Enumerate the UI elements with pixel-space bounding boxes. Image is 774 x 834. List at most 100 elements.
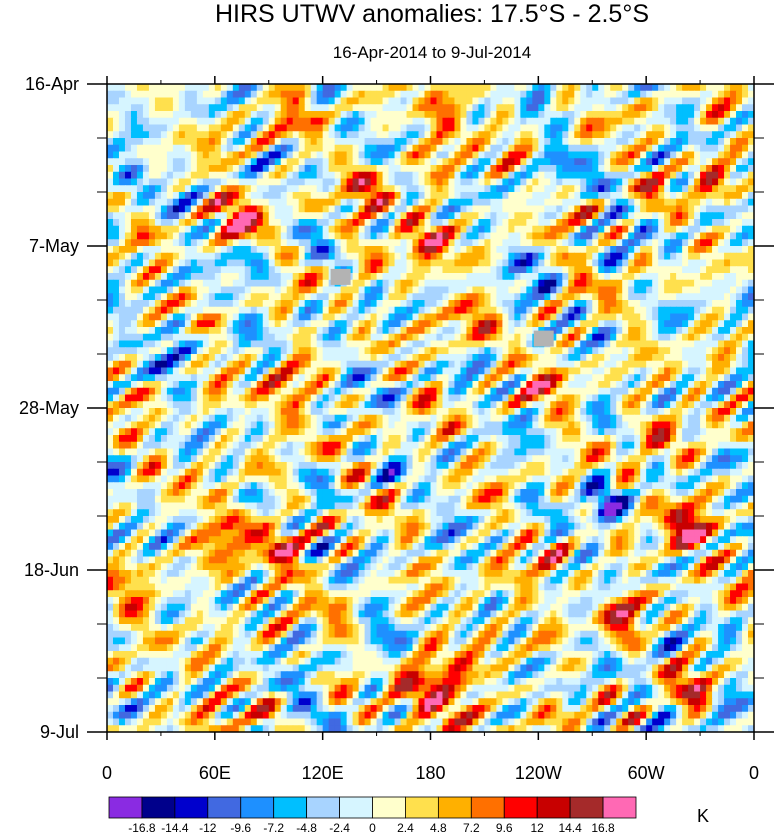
heatmap-cell (238, 104, 246, 112)
heatmap-cell (448, 313, 456, 321)
heatmap-cell (562, 97, 569, 105)
heatmap-cell (286, 347, 294, 355)
heatmap-cell (280, 104, 288, 112)
heatmap-cell (286, 367, 294, 375)
heatmap-cell (430, 205, 438, 213)
heatmap-cell (160, 306, 168, 315)
heatmap-cell (514, 185, 521, 193)
heatmap-cell (226, 374, 234, 382)
heatmap-cell (706, 124, 713, 132)
heatmap-cell (706, 219, 713, 227)
heatmap-cell (454, 327, 462, 335)
heatmap-cell (118, 293, 126, 301)
heatmap-cell (598, 381, 605, 389)
heatmap-cell (622, 84, 629, 92)
heatmap-cell (280, 313, 288, 321)
heatmap-cell (412, 144, 420, 153)
heatmap-cell (256, 347, 264, 355)
heatmap-cell (538, 97, 545, 105)
heatmap-cell (424, 286, 432, 294)
heatmap-cell (142, 259, 150, 267)
heatmap-cell (340, 313, 348, 321)
heatmap-cell (178, 131, 186, 139)
heatmap-cell (706, 320, 713, 328)
heatmap-cell (628, 327, 635, 335)
heatmap-cell (436, 84, 444, 92)
heatmap-cell (154, 313, 162, 321)
heatmap-cell (370, 320, 378, 328)
heatmap-cell (442, 144, 450, 153)
heatmap-cell (598, 111, 605, 119)
heatmap-cell (190, 232, 198, 240)
heatmap-cell (358, 117, 366, 126)
heatmap-cell (442, 387, 450, 396)
heatmap-cell (184, 246, 192, 254)
heatmap-cell (322, 286, 330, 294)
heatmap-cell (568, 151, 575, 159)
heatmap-cell (736, 158, 743, 166)
heatmap-cell (220, 171, 228, 180)
heatmap-cell (202, 367, 210, 375)
heatmap-cell (400, 279, 408, 288)
heatmap-cell (550, 131, 557, 139)
heatmap-cell (316, 300, 324, 308)
heatmap-cell (622, 293, 629, 301)
heatmap-cell (430, 117, 438, 126)
heatmap-cell (688, 259, 695, 267)
heatmap-cell (364, 340, 372, 348)
heatmap-cell (556, 205, 563, 213)
heatmap-cell (736, 165, 743, 173)
heatmap-cell (334, 347, 342, 355)
heatmap-cell (448, 347, 456, 355)
heatmap-cell (712, 104, 719, 112)
heatmap-cell (418, 252, 426, 261)
heatmap-cell (130, 178, 138, 186)
heatmap-cell (148, 327, 156, 335)
heatmap-cell (388, 185, 396, 193)
heatmap-cell (436, 239, 444, 247)
heatmap-cell (286, 266, 294, 274)
heatmap-cell (418, 185, 426, 193)
heatmap-cell (292, 144, 300, 153)
heatmap-cell (412, 306, 420, 315)
heatmap-cell (490, 131, 497, 139)
heatmap-cell (412, 327, 420, 335)
heatmap-cell (736, 104, 743, 112)
heatmap-cell (706, 300, 713, 308)
heatmap-cell (190, 273, 198, 281)
heatmap-cell (352, 374, 360, 382)
heatmap-cell (232, 354, 240, 362)
heatmap-cell (346, 131, 354, 139)
heatmap-cell (628, 151, 635, 159)
heatmap-cell (418, 131, 426, 139)
heatmap-cell (454, 286, 462, 294)
heatmap-cell (496, 151, 503, 159)
heatmap-cell (628, 192, 635, 200)
heatmap-cell (634, 219, 641, 227)
heatmap-cell (514, 259, 521, 267)
heatmap-cell (376, 381, 384, 389)
heatmap-cell (544, 151, 551, 159)
heatmap-cell (736, 192, 743, 200)
heatmap-cell (352, 306, 360, 315)
heatmap-cell (250, 381, 258, 389)
heatmap-cell (712, 293, 719, 301)
heatmap-cell (280, 347, 288, 355)
heatmap-cell (214, 144, 222, 153)
heatmap-cell (334, 293, 342, 301)
heatmap-cell (268, 239, 276, 247)
heatmap-cell (166, 306, 174, 315)
heatmap-cell (586, 354, 593, 362)
heatmap-cell (424, 117, 432, 126)
heatmap-cell (280, 387, 288, 396)
heatmap-cell (136, 313, 144, 321)
heatmap-cell (286, 360, 294, 369)
heatmap-cell (382, 205, 390, 213)
heatmap-cell (298, 313, 306, 321)
heatmap-cell (370, 293, 378, 301)
heatmap-cell (118, 97, 126, 105)
heatmap-cell (520, 84, 527, 92)
heatmap-cell (268, 138, 276, 146)
heatmap-cell (166, 252, 174, 261)
heatmap-cell (256, 387, 264, 396)
